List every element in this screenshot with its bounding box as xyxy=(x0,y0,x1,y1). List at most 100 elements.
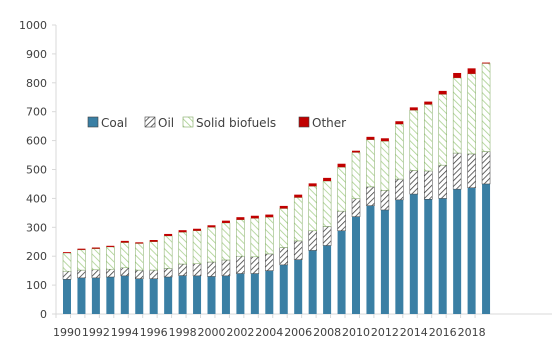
bar-oil-2019 xyxy=(481,151,491,185)
bar-solid-biofuels-1990 xyxy=(62,252,72,272)
bar-oil-1990 xyxy=(62,270,72,280)
bar-solid-biofuels-2010 xyxy=(351,152,361,199)
bar-coal-2010 xyxy=(352,216,360,314)
bar-other-2008 xyxy=(323,177,332,182)
bar-coal-2006 xyxy=(294,259,303,314)
bar-solid-biofuels-2012 xyxy=(380,140,390,191)
bar-oil-1996 xyxy=(149,269,158,279)
bar-oil-2009 xyxy=(337,210,346,232)
bar-oil-1998 xyxy=(178,263,187,276)
bar-oil-2002 xyxy=(236,255,245,274)
bar-oil-1995 xyxy=(135,269,144,279)
x-tick-label: 1994 xyxy=(111,326,139,339)
bar-coal-1997 xyxy=(164,277,173,314)
bar-solid-biofuels-2009 xyxy=(337,166,346,212)
bar-solid-biofuels-1996 xyxy=(149,241,158,271)
bar-solid-biofuels-2017 xyxy=(452,77,462,154)
x-tick-label: 2010 xyxy=(342,326,370,339)
bar-coal-2013 xyxy=(395,199,404,314)
bar-oil-2006 xyxy=(293,240,303,260)
bar-oil-1994 xyxy=(120,267,130,277)
bar-solid-biofuels-2003 xyxy=(250,218,260,258)
bar-solid-biofuels-1999 xyxy=(192,230,202,264)
bar-solid-biofuels-2005 xyxy=(279,208,288,248)
x-tick-label: 2008 xyxy=(313,326,341,339)
y-tick-label: 400 xyxy=(26,192,47,205)
bar-oil-2011 xyxy=(366,186,375,206)
bar-coal-1990 xyxy=(63,279,71,314)
bar-coal-2015 xyxy=(424,199,433,314)
bar-coal-1993 xyxy=(106,277,115,314)
bar-other-2019 xyxy=(482,62,491,64)
bar-oil-2004 xyxy=(265,253,274,271)
bar-solid-biofuels-2011 xyxy=(366,139,375,188)
bar-oil-2013 xyxy=(395,178,404,201)
bar-coal-2012 xyxy=(380,209,389,314)
x-tick-label: 2002 xyxy=(226,326,254,339)
legend-label-other: Other xyxy=(312,116,346,130)
x-tick-label: 2012 xyxy=(371,326,399,339)
bar-solid-biofuels-2000 xyxy=(207,227,216,263)
x-tick-label: 2018 xyxy=(458,326,486,339)
bar-other-1995 xyxy=(135,242,144,244)
bar-solid-biofuels-2014 xyxy=(409,110,419,171)
y-tick-label: 700 xyxy=(26,106,47,119)
x-axis: 1990 1992 1994 1996 1998 2000 2002 2004 2006 2008… xyxy=(53,313,552,339)
bar-other-2018 xyxy=(467,68,476,74)
bar-other-2013 xyxy=(395,121,404,125)
bar-other-1997 xyxy=(164,233,173,236)
legend-label-oil: Oil xyxy=(158,116,174,130)
bar-coal-2017 xyxy=(453,189,462,314)
bar-other-2017 xyxy=(453,72,462,78)
bar-other-2006 xyxy=(294,194,303,198)
bar-solid-biofuels-2008 xyxy=(322,180,332,227)
bar-other-2007 xyxy=(308,183,317,187)
bar-coal-2007 xyxy=(308,250,317,314)
bar-solid-biofuels-2001 xyxy=(221,222,231,261)
y-tick-label: 900 xyxy=(26,48,47,61)
y-axis: 0 100 200 300 400 500 600 700 800 900 1000 xyxy=(19,19,57,321)
bar-coal-1996 xyxy=(149,278,158,314)
bar-other-1999 xyxy=(193,228,202,231)
bar-coal-2009 xyxy=(337,230,346,314)
bar-coal-2011 xyxy=(366,205,375,314)
bar-other-2001 xyxy=(221,220,230,223)
bar-oil-2017 xyxy=(452,152,462,190)
bar-coal-2008 xyxy=(323,245,332,314)
bar-oil-2016 xyxy=(438,164,447,199)
bar-solid-biofuels-2002 xyxy=(236,219,245,257)
bar-solid-biofuels-1997 xyxy=(163,235,173,269)
bar-oil-1991 xyxy=(77,269,86,279)
bar-oil-2005 xyxy=(279,247,288,266)
bar-other-2009 xyxy=(337,163,346,168)
bar-other-1991 xyxy=(77,248,86,250)
bar-other-1994 xyxy=(120,240,129,243)
bar-oil-2018 xyxy=(467,153,476,188)
x-tick-label: 2006 xyxy=(284,326,312,339)
bar-solid-biofuels-1994 xyxy=(120,242,130,269)
bar-other-2015 xyxy=(424,101,433,105)
y-tick-label: 0 xyxy=(40,308,47,321)
bar-solid-biofuels-1993 xyxy=(106,246,115,270)
bar-coal-2014 xyxy=(409,194,418,314)
bar-coal-1995 xyxy=(135,278,144,314)
legend-swatch-coal xyxy=(87,116,99,128)
bar-solid-biofuels-2007 xyxy=(308,186,317,232)
x-tick-label: 2000 xyxy=(198,326,226,339)
legend-swatch-solid-biofuels xyxy=(182,116,194,128)
bar-coal-1992 xyxy=(91,277,100,314)
legend-label-coal: Coal xyxy=(101,116,127,130)
bar-coal-2016 xyxy=(438,198,447,314)
bar-coal-2002 xyxy=(236,273,245,314)
x-tick-label: 1996 xyxy=(140,326,168,339)
x-tick-label: 1998 xyxy=(169,326,197,339)
bar-oil-1997 xyxy=(163,268,173,278)
y-tick-label: 800 xyxy=(26,77,47,90)
bar-oil-1993 xyxy=(106,268,115,278)
bar-oil-1999 xyxy=(192,263,202,277)
x-tick-label: 2014 xyxy=(400,326,428,339)
bar-other-2004 xyxy=(265,214,274,218)
bar-oil-2001 xyxy=(221,259,231,277)
